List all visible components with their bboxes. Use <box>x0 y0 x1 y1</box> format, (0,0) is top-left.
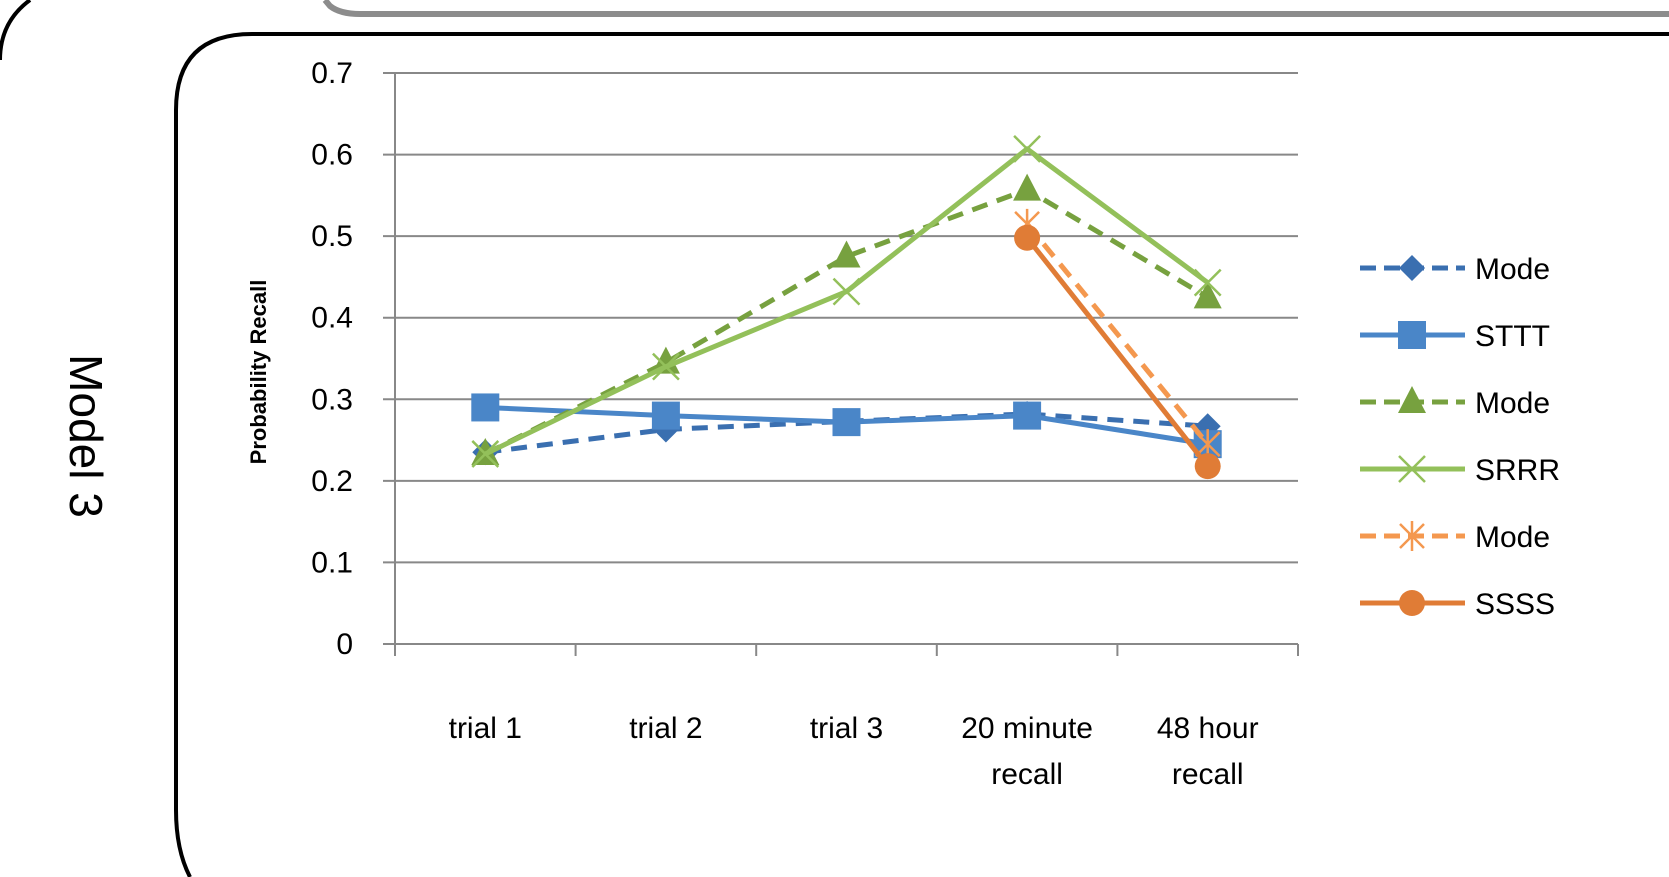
data-point <box>832 408 861 437</box>
y-tick-label: 0.6 <box>311 139 353 172</box>
data-point <box>1013 134 1041 163</box>
legend-label: Mode <box>1475 387 1550 420</box>
legend-label: SRRR <box>1475 454 1560 487</box>
data-point <box>1013 401 1042 430</box>
legend-item: Mode <box>1360 253 1550 286</box>
legend-label: Mode <box>1475 253 1550 286</box>
legend-marker <box>1398 321 1426 349</box>
data-point <box>1193 281 1222 309</box>
data-point <box>1193 268 1222 297</box>
axes <box>383 73 1299 656</box>
legend-label: SSSS <box>1475 588 1555 621</box>
x-tick-label: trial 2 <box>629 712 702 745</box>
y-tick-label: 0.5 <box>311 220 353 253</box>
legend-item: Mode <box>1360 386 1550 420</box>
x-tick-label: 48 hour <box>1157 712 1259 745</box>
legend-item: Mode <box>1360 521 1550 554</box>
legend-marker <box>1399 590 1425 616</box>
data-point <box>832 277 861 306</box>
legend-marker <box>1398 455 1426 483</box>
legend-marker <box>1398 386 1426 413</box>
data-point <box>1013 173 1042 201</box>
legend-label: STTT <box>1475 320 1550 353</box>
data-point <box>471 440 500 468</box>
data-point <box>471 393 500 422</box>
legend-item: STTT <box>1360 320 1550 353</box>
x-tick-label: 20 minute <box>961 712 1093 745</box>
legend: Mode STTT Mode SRRR Mode SSSS <box>1360 253 1560 621</box>
y-tick-label: 0.7 <box>311 57 353 90</box>
y-tick-label: 0.4 <box>311 302 353 335</box>
y-tick-label: 0.3 <box>311 383 353 416</box>
chart-frame <box>174 32 1669 877</box>
series-line <box>1025 236 1210 468</box>
data-point <box>1014 224 1041 251</box>
x-tick-label: trial 3 <box>810 712 883 745</box>
y-tick-label: 0.2 <box>311 465 353 498</box>
legend-item: SSSS <box>1360 588 1555 621</box>
legend-marker <box>1399 255 1425 281</box>
x-tick-labels: trial 1 trial 2 trial 3 20 minute recall 48 h… <box>449 712 1259 791</box>
top-bar-frame <box>322 0 1669 17</box>
series-line <box>484 411 1208 455</box>
x-tick-label: recall <box>991 758 1063 791</box>
y-tick-label: 0.1 <box>311 546 353 579</box>
data-point <box>832 240 861 268</box>
series-layer <box>471 134 1222 480</box>
legend-item: SRRR <box>1360 454 1560 487</box>
side-label: Model 3 <box>60 354 112 518</box>
legend-label: Mode <box>1475 521 1550 554</box>
left-frame-arc <box>0 0 32 61</box>
x-tick-label: trial 1 <box>449 712 522 745</box>
data-point <box>651 346 680 374</box>
legend-marker <box>1399 521 1425 551</box>
gridlines <box>383 72 1298 564</box>
data-point <box>1194 453 1221 480</box>
series-line <box>1025 222 1210 446</box>
series-5 <box>1014 224 1221 480</box>
y-tick-labels: 0 0.1 0.2 0.3 0.4 0.5 0.6 0.7 <box>311 57 353 661</box>
y-axis-label: Probability Recall <box>246 280 271 465</box>
data-point <box>652 352 680 381</box>
x-tick-label: recall <box>1172 758 1244 791</box>
y-tick-label: 0 <box>336 628 353 661</box>
data-point <box>651 401 680 430</box>
series-3 <box>471 134 1222 468</box>
